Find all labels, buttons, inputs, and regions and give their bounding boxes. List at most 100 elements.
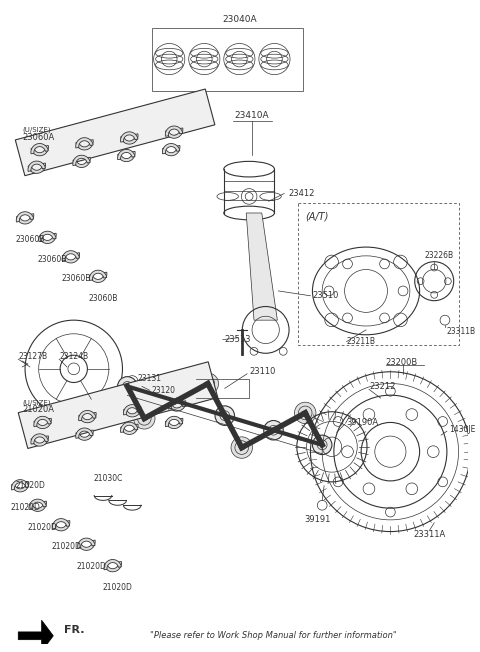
Polygon shape [120, 132, 138, 142]
Polygon shape [15, 89, 215, 175]
Polygon shape [166, 419, 183, 428]
Text: 23311B: 23311B [447, 327, 476, 336]
Circle shape [118, 377, 137, 396]
Text: 39190A: 39190A [347, 418, 379, 427]
Polygon shape [76, 428, 93, 438]
Polygon shape [104, 559, 121, 570]
Polygon shape [168, 401, 186, 411]
Polygon shape [31, 436, 48, 446]
Polygon shape [16, 212, 34, 222]
Text: 21020D: 21020D [11, 503, 40, 512]
Polygon shape [120, 422, 138, 432]
Circle shape [312, 435, 332, 454]
Polygon shape [12, 480, 29, 490]
Polygon shape [34, 419, 51, 428]
Text: FR.: FR. [64, 625, 84, 635]
Polygon shape [76, 430, 93, 440]
Text: 23124B: 23124B [59, 351, 88, 361]
Bar [152, 28, 303, 91]
Text: 23211B: 23211B [347, 337, 375, 346]
Polygon shape [165, 417, 183, 426]
Text: 23060B: 23060B [88, 294, 118, 303]
Text: (A/T): (A/T) [306, 212, 329, 222]
Polygon shape [39, 233, 56, 243]
Polygon shape [39, 231, 56, 241]
Polygon shape [79, 413, 96, 422]
Text: 39191: 39191 [304, 515, 331, 524]
Polygon shape [89, 272, 107, 282]
Circle shape [264, 421, 283, 440]
Polygon shape [76, 138, 93, 148]
Circle shape [133, 408, 155, 429]
Text: 23131: 23131 [137, 374, 161, 383]
Text: 23060B: 23060B [15, 235, 45, 244]
Text: 21020A: 21020A [22, 405, 54, 413]
Text: 23311A: 23311A [413, 530, 445, 539]
Polygon shape [168, 399, 186, 409]
Polygon shape [76, 140, 93, 150]
Polygon shape [78, 540, 95, 550]
Text: 23200B: 23200B [385, 357, 418, 366]
Polygon shape [73, 155, 90, 166]
Polygon shape [79, 411, 96, 421]
Polygon shape [120, 134, 138, 144]
Circle shape [215, 406, 235, 425]
Text: 23060A: 23060A [22, 133, 54, 142]
Circle shape [231, 437, 252, 458]
Polygon shape [118, 151, 135, 162]
Text: (U/SIZE): (U/SIZE) [22, 126, 51, 133]
Text: "Please refer to Work Shop Manual for further information": "Please refer to Work Shop Manual for fu… [150, 631, 397, 640]
Polygon shape [12, 482, 29, 492]
Polygon shape [118, 149, 135, 160]
Polygon shape [28, 161, 46, 171]
Polygon shape [123, 405, 141, 415]
Polygon shape [120, 424, 138, 434]
Text: 21020D: 21020D [77, 562, 107, 570]
Polygon shape [34, 417, 51, 426]
Text: 21020D: 21020D [103, 583, 133, 592]
Text: 23110: 23110 [249, 367, 276, 376]
Polygon shape [31, 434, 48, 444]
Circle shape [166, 391, 186, 411]
Text: 23127B: 23127B [18, 351, 48, 361]
Polygon shape [29, 499, 47, 509]
Polygon shape [246, 213, 277, 320]
Polygon shape [166, 128, 183, 138]
Text: 23226B: 23226B [424, 251, 454, 259]
Polygon shape [18, 362, 218, 449]
Polygon shape [16, 214, 34, 224]
Polygon shape [28, 163, 46, 173]
Text: 23412: 23412 [288, 189, 314, 198]
Polygon shape [62, 251, 80, 261]
Polygon shape [123, 407, 141, 417]
Polygon shape [78, 538, 95, 548]
Polygon shape [52, 520, 70, 531]
Text: 21020D: 21020D [28, 523, 58, 532]
Text: (U/SIZE): (U/SIZE) [22, 400, 51, 406]
Polygon shape [62, 253, 80, 263]
Text: 23060B: 23060B [61, 274, 90, 284]
Text: 23212: 23212 [369, 382, 396, 391]
Text: 1430JE: 1430JE [449, 424, 475, 434]
Circle shape [295, 402, 316, 424]
Text: 21020D: 21020D [15, 481, 45, 490]
Polygon shape [165, 126, 183, 136]
Text: 23060B: 23060B [38, 255, 67, 264]
Text: 23040A: 23040A [222, 15, 257, 24]
Text: 23120: 23120 [152, 386, 176, 395]
Bar [298, 203, 458, 344]
Text: 23410A: 23410A [235, 111, 269, 121]
Polygon shape [29, 501, 47, 511]
Polygon shape [89, 270, 107, 280]
Polygon shape [104, 561, 121, 572]
Polygon shape [18, 620, 53, 651]
Text: 21030C: 21030C [93, 475, 122, 483]
Polygon shape [52, 518, 70, 529]
Polygon shape [162, 143, 180, 154]
Circle shape [197, 373, 218, 394]
Polygon shape [31, 145, 48, 156]
Text: 23510: 23510 [312, 291, 339, 301]
Polygon shape [163, 145, 180, 156]
Polygon shape [73, 157, 90, 168]
Text: 23513: 23513 [225, 335, 251, 344]
